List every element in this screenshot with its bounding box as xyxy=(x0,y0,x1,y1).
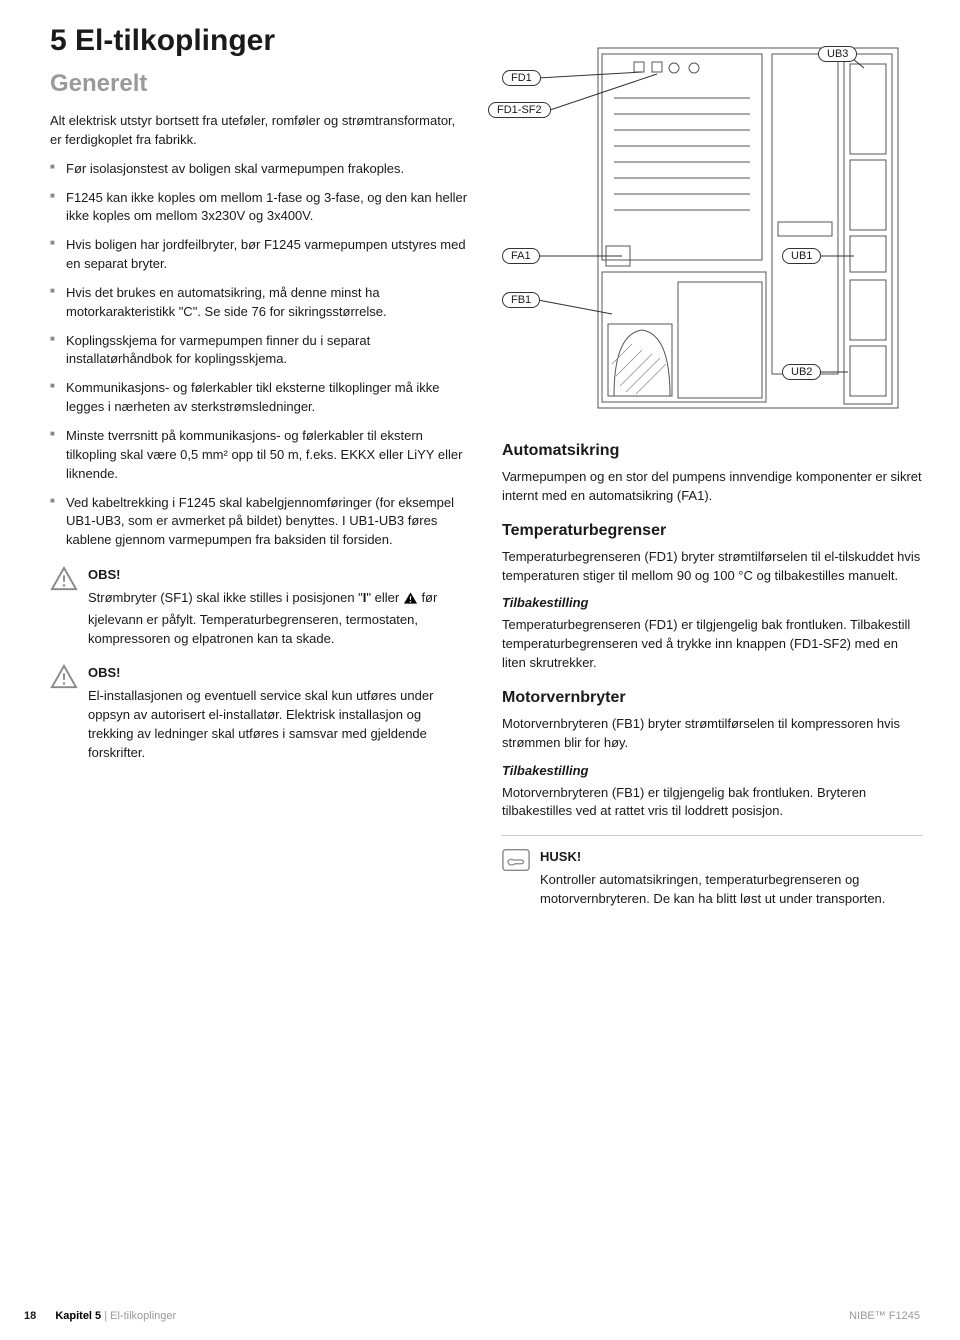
diagram-label-ub2: UB2 xyxy=(782,364,821,380)
obs-note-1: OBS! Strømbryter (SF1) skal ikke stilles… xyxy=(50,566,470,648)
section-heading-generelt: Generelt xyxy=(50,70,470,98)
page-title: 5 El-tilkoplinger xyxy=(50,24,470,58)
diagram-label-ub1: UB1 xyxy=(782,248,821,264)
husk-note: HUSK! Kontroller automatsikringen, tempe… xyxy=(502,848,922,909)
device-diagram: FD1 FD1-SF2 FA1 FB1 UB1 UB2 UB3 xyxy=(502,24,922,424)
bullet-item: F1245 kan ikke koples om mellom 1-fase o… xyxy=(50,189,470,227)
bullet-item: Før isolasjonstest av boligen skal varme… xyxy=(50,160,470,179)
diagram-label-fa1: FA1 xyxy=(502,248,540,264)
page-footer: 18 Kapitel 5 | El-tilkoplinger NIBE™ F12… xyxy=(0,1310,960,1322)
diagram-label-fb1: FB1 xyxy=(502,292,540,308)
heading-tilbakestilling-2: Tilbakestilling xyxy=(502,763,922,778)
bullet-item: Minste tverrsnitt på kommunikasjons- og … xyxy=(50,427,470,484)
paragraph-automatsikring: Varmepumpen og en stor del pumpens innve… xyxy=(502,468,922,506)
bullet-item: Koplingsskjema for varmepumpen finner du… xyxy=(50,332,470,370)
bullet-item: Kommunikasjons- og følerkabler tikl ekst… xyxy=(50,379,470,417)
warning-icon xyxy=(50,664,78,690)
husk-text: Kontroller automatsikringen, temperaturb… xyxy=(540,871,922,909)
warning-icon xyxy=(50,566,78,592)
heading-motorvernbryter: Motorvernbryter xyxy=(502,689,922,707)
bullet-item: Ved kabeltrekking i F1245 skal kabelgjen… xyxy=(50,494,470,551)
warning-inline-icon xyxy=(403,591,418,611)
obs-text: El-installasjonen og eventuell service s… xyxy=(88,687,470,762)
paragraph-tilbakestilling-1: Temperaturbegrenseren (FD1) er tilgjenge… xyxy=(502,616,922,673)
brand-label: NIBE™ F1245 xyxy=(849,1310,920,1322)
heading-automatsikring: Automatsikring xyxy=(502,442,922,460)
obs-title: OBS! xyxy=(88,664,470,683)
diagram-label-ub3: UB3 xyxy=(818,46,857,62)
heading-temperaturbegrenser: Temperaturbegrenser xyxy=(502,522,922,540)
diagram-label-fd1sf2: FD1-SF2 xyxy=(488,102,551,118)
heading-tilbakestilling-1: Tilbakestilling xyxy=(502,595,922,610)
intro-paragraph: Alt elektrisk utstyr bortsett fra uteføl… xyxy=(50,112,470,150)
obs-note-2: OBS! El-installasjonen og eventuell serv… xyxy=(50,664,470,762)
bullet-list: Før isolasjonstest av boligen skal varme… xyxy=(50,160,470,550)
obs-text: Strømbryter (SF1) skal ikke stilles i po… xyxy=(88,589,470,649)
diagram-label-fd1: FD1 xyxy=(502,70,541,86)
obs-title: OBS! xyxy=(88,566,470,585)
chapter-label: Kapitel 5 | El-tilkoplinger xyxy=(55,1310,176,1322)
paragraph-tilbakestilling-2: Motorvernbryteren (FB1) er tilgjengelig … xyxy=(502,784,922,822)
bullet-item: Hvis det brukes en automatsikring, må de… xyxy=(50,284,470,322)
paragraph-motorvernbryter: Motorvernbryteren (FB1) bryter strømtilf… xyxy=(502,715,922,753)
page-number: 18 xyxy=(24,1310,36,1322)
hand-point-icon xyxy=(502,848,530,874)
paragraph-temperaturbegrenser: Temperaturbegrenseren (FD1) bryter strøm… xyxy=(502,548,922,586)
husk-title: HUSK! xyxy=(540,848,922,867)
bullet-item: Hvis boligen har jordfeilbryter, bør F12… xyxy=(50,236,470,274)
